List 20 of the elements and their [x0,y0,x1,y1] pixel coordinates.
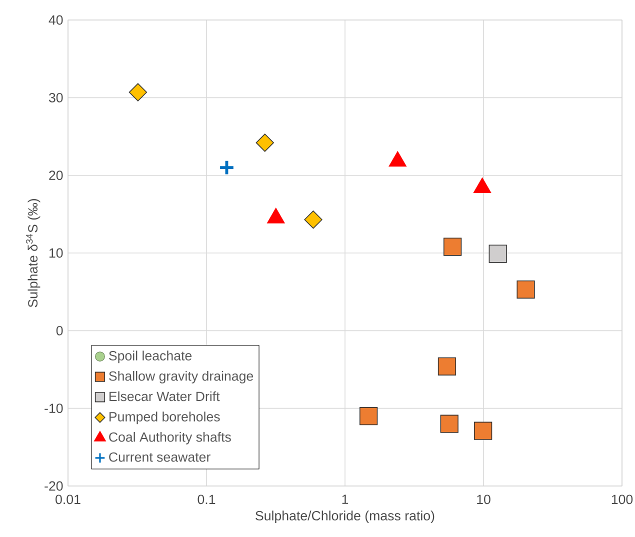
y-tick-label: 20 [49,170,63,180]
legend-label: Shallow gravity drainage [109,371,254,384]
legend-label: Coal Authority shafts [109,432,231,444]
x-tick-label: 0.1 [198,494,216,504]
y-axis-title: Sulphate δ$^{34}$S (‰) [26,199,40,308]
y-tick-label: 30 [48,92,63,102]
legend-label: Elsecar Water Drift [110,391,220,402]
legend-label: Pumped boreholes [110,412,220,424]
y-tick-label: 40 [48,15,63,25]
legend-label: Current seawater [109,452,210,462]
y-tick-label: -10 [44,404,63,414]
y-tick-label: 10 [49,248,63,258]
x-tick-label: 10 [477,494,490,504]
x-axis-title: Sulphate/Chloride (mass ratio) [256,510,434,524]
x-tick-label: 1 [342,494,348,504]
y-tick-label: -20 [44,481,63,491]
x-tick-label: 0.01 [56,494,80,504]
legend-label: Spoil leachate [109,350,192,364]
y-tick-label: 0 [56,326,63,336]
x-tick-label: 100 [612,494,633,504]
